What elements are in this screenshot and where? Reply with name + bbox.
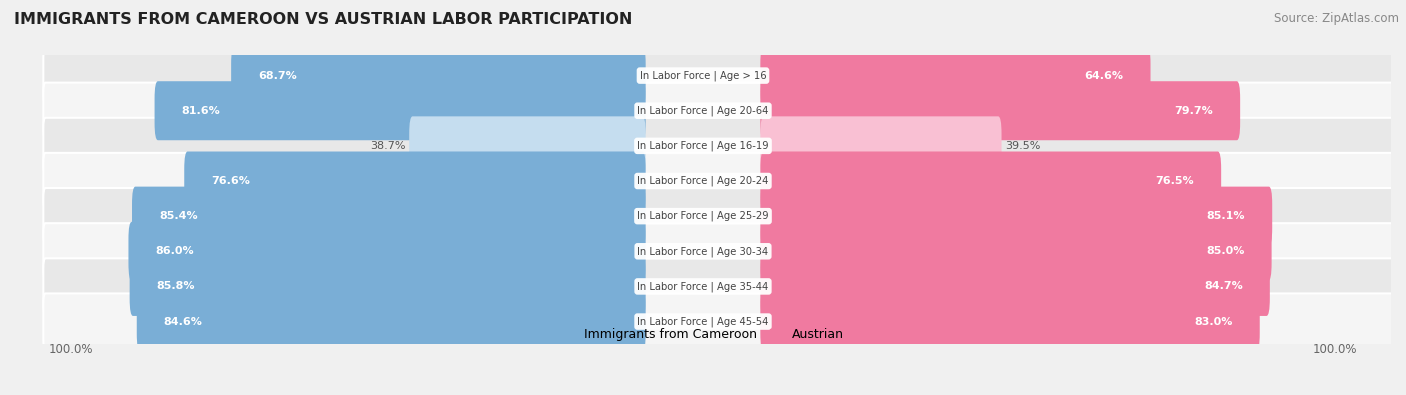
Text: 76.6%: 76.6% [211,176,250,186]
Text: In Labor Force | Age 20-64: In Labor Force | Age 20-64 [637,105,769,116]
FancyBboxPatch shape [44,188,1403,244]
Text: 100.0%: 100.0% [49,343,93,356]
FancyBboxPatch shape [231,46,645,105]
Text: 39.5%: 39.5% [1005,141,1040,151]
Text: IMMIGRANTS FROM CAMEROON VS AUSTRIAN LABOR PARTICIPATION: IMMIGRANTS FROM CAMEROON VS AUSTRIAN LAB… [14,12,633,27]
Text: 81.6%: 81.6% [181,106,221,116]
FancyBboxPatch shape [44,83,1403,139]
Text: In Labor Force | Age 45-54: In Labor Force | Age 45-54 [637,316,769,327]
Text: In Labor Force | Age 16-19: In Labor Force | Age 16-19 [637,141,769,151]
FancyBboxPatch shape [44,293,1403,350]
FancyBboxPatch shape [409,117,645,175]
Text: In Labor Force | Age 20-24: In Labor Force | Age 20-24 [637,176,769,186]
FancyBboxPatch shape [761,222,1271,281]
FancyBboxPatch shape [129,257,645,316]
Text: Source: ZipAtlas.com: Source: ZipAtlas.com [1274,12,1399,25]
FancyBboxPatch shape [44,223,1403,279]
Text: In Labor Force | Age 35-44: In Labor Force | Age 35-44 [637,281,769,292]
Text: 83.0%: 83.0% [1194,316,1233,327]
Text: In Labor Force | Age 25-29: In Labor Force | Age 25-29 [637,211,769,221]
FancyBboxPatch shape [128,222,645,281]
FancyBboxPatch shape [761,292,1260,351]
Text: In Labor Force | Age > 16: In Labor Force | Age > 16 [640,70,766,81]
FancyBboxPatch shape [761,117,1001,175]
FancyBboxPatch shape [44,47,1403,104]
FancyBboxPatch shape [136,292,645,351]
FancyBboxPatch shape [761,46,1150,105]
Text: 86.0%: 86.0% [156,246,194,256]
FancyBboxPatch shape [44,153,1403,209]
FancyBboxPatch shape [761,81,1240,140]
Text: 79.7%: 79.7% [1174,106,1213,116]
Text: 85.0%: 85.0% [1206,246,1244,256]
Text: 85.8%: 85.8% [156,281,195,292]
FancyBboxPatch shape [184,152,645,211]
Text: 84.6%: 84.6% [163,316,202,327]
FancyBboxPatch shape [44,258,1403,314]
FancyBboxPatch shape [155,81,645,140]
Text: 85.1%: 85.1% [1206,211,1246,221]
FancyBboxPatch shape [761,152,1222,211]
FancyBboxPatch shape [44,118,1403,174]
Text: 64.6%: 64.6% [1084,71,1123,81]
Text: In Labor Force | Age 30-34: In Labor Force | Age 30-34 [637,246,769,256]
FancyBboxPatch shape [761,257,1270,316]
Text: 84.7%: 84.7% [1204,281,1243,292]
FancyBboxPatch shape [132,186,645,246]
Legend: Immigrants from Cameroon, Austrian: Immigrants from Cameroon, Austrian [562,328,844,341]
Text: 68.7%: 68.7% [259,71,297,81]
Text: 100.0%: 100.0% [1313,343,1357,356]
Text: 85.4%: 85.4% [159,211,198,221]
Text: 76.5%: 76.5% [1156,176,1194,186]
FancyBboxPatch shape [761,186,1272,246]
Text: 38.7%: 38.7% [370,141,406,151]
